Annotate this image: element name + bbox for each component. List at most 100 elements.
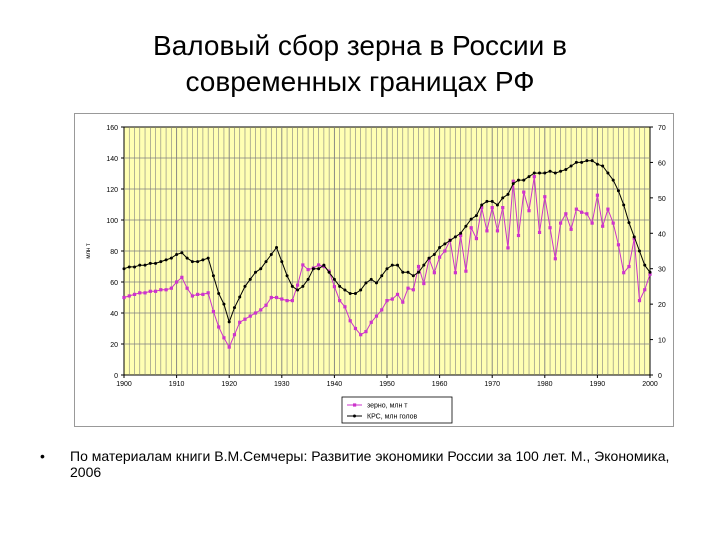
cattle-point (348, 292, 352, 296)
legend-label: зерно, млн т (367, 403, 408, 410)
cattle-point (495, 203, 499, 207)
y2-tick-label: 70 (658, 125, 666, 132)
grain-point (580, 210, 584, 214)
cattle-point (401, 270, 405, 274)
grain-point (590, 221, 594, 225)
cattle-point (201, 258, 205, 262)
grain-point (280, 297, 284, 301)
grain-point (217, 325, 221, 329)
grain-point (622, 271, 626, 275)
cattle-point (422, 263, 426, 267)
cattle-point (185, 256, 189, 260)
cattle-point (637, 249, 641, 253)
grain-point (175, 280, 179, 284)
x-tick-label: 1990 (590, 381, 606, 388)
cattle-point (469, 217, 473, 221)
cattle-point (448, 238, 452, 242)
grain-point (317, 263, 321, 267)
grain-point (480, 206, 484, 210)
grain-point (238, 320, 242, 324)
grain-point (632, 237, 636, 241)
cattle-point (180, 251, 184, 255)
cattle-point (190, 260, 194, 264)
cattle-point (616, 189, 620, 193)
cattle-point (438, 245, 442, 249)
cattle-point (501, 196, 505, 200)
cattle-point (622, 203, 626, 207)
cattle-point (632, 235, 636, 239)
grain-point (574, 207, 578, 211)
grain-point (274, 295, 279, 300)
cattle-point (211, 274, 215, 278)
cattle-point (564, 168, 568, 172)
grain-point (643, 288, 647, 292)
grain-point (532, 175, 536, 179)
cattle-point (396, 263, 400, 267)
grain-point (206, 291, 210, 295)
cattle-point (327, 270, 331, 274)
grain-point (601, 224, 605, 228)
grain-point (490, 206, 494, 210)
grain-point (585, 212, 589, 216)
grain-point (459, 233, 463, 238)
grain-point (453, 271, 457, 275)
cattle-point (285, 274, 289, 278)
grain-point (285, 299, 289, 303)
cattle-point (532, 171, 536, 175)
grain-point (248, 314, 252, 318)
cattle-point (506, 192, 510, 196)
cattle-point (543, 171, 547, 175)
cattle-point (595, 162, 599, 166)
y2-tick-label: 60 (658, 160, 666, 167)
slide-title: Валовый сбор зерна в России в современны… (0, 28, 720, 100)
grain-point (611, 221, 615, 225)
grain-point (627, 264, 631, 269)
grain-point (190, 294, 194, 298)
cattle-point (548, 169, 552, 173)
cattle-point (443, 242, 447, 246)
grain-point (353, 326, 358, 331)
cattle-point (474, 214, 478, 218)
grain-point (522, 190, 526, 194)
y2-tick-label: 20 (658, 302, 666, 309)
cattle-point (480, 203, 484, 207)
cattle-point (511, 182, 515, 186)
grain-point (511, 179, 515, 183)
x-tick-label: 1940 (327, 381, 343, 388)
grain-point (438, 255, 442, 259)
grain-point (485, 229, 489, 233)
bullet-marker: • (40, 448, 45, 464)
grain-point (380, 308, 384, 312)
y-axis-label: млн т (86, 243, 92, 259)
cattle-point (248, 277, 252, 281)
cattle-point (159, 260, 163, 264)
grain-point (143, 291, 147, 295)
x-tick-label: 1950 (379, 381, 395, 388)
cattle-point (611, 178, 615, 182)
cattle-point (322, 263, 326, 267)
grain-point (469, 226, 473, 230)
cattle-point (138, 263, 142, 267)
grain-point (432, 271, 436, 275)
legend-box (341, 396, 453, 424)
cattle-point (154, 261, 158, 265)
cattle-point (369, 277, 373, 281)
grain-point (474, 237, 479, 241)
grain-point (548, 226, 552, 230)
grain-point (185, 286, 189, 290)
x-tick-label: 1910 (169, 381, 185, 388)
grain-point (422, 281, 426, 286)
grain-point (364, 330, 368, 334)
slide-title-line2: современных границах РФ (185, 66, 535, 97)
grain-point (211, 309, 216, 314)
cattle-point (406, 270, 410, 274)
grain-point (122, 295, 126, 300)
grain-point (127, 294, 131, 298)
grain-point (222, 336, 226, 340)
cattle-point (627, 221, 631, 225)
grain-point (169, 286, 173, 290)
cattle-point (364, 281, 368, 285)
grain-point (201, 292, 205, 296)
grain-point (290, 299, 294, 303)
cattle-point (306, 277, 310, 281)
